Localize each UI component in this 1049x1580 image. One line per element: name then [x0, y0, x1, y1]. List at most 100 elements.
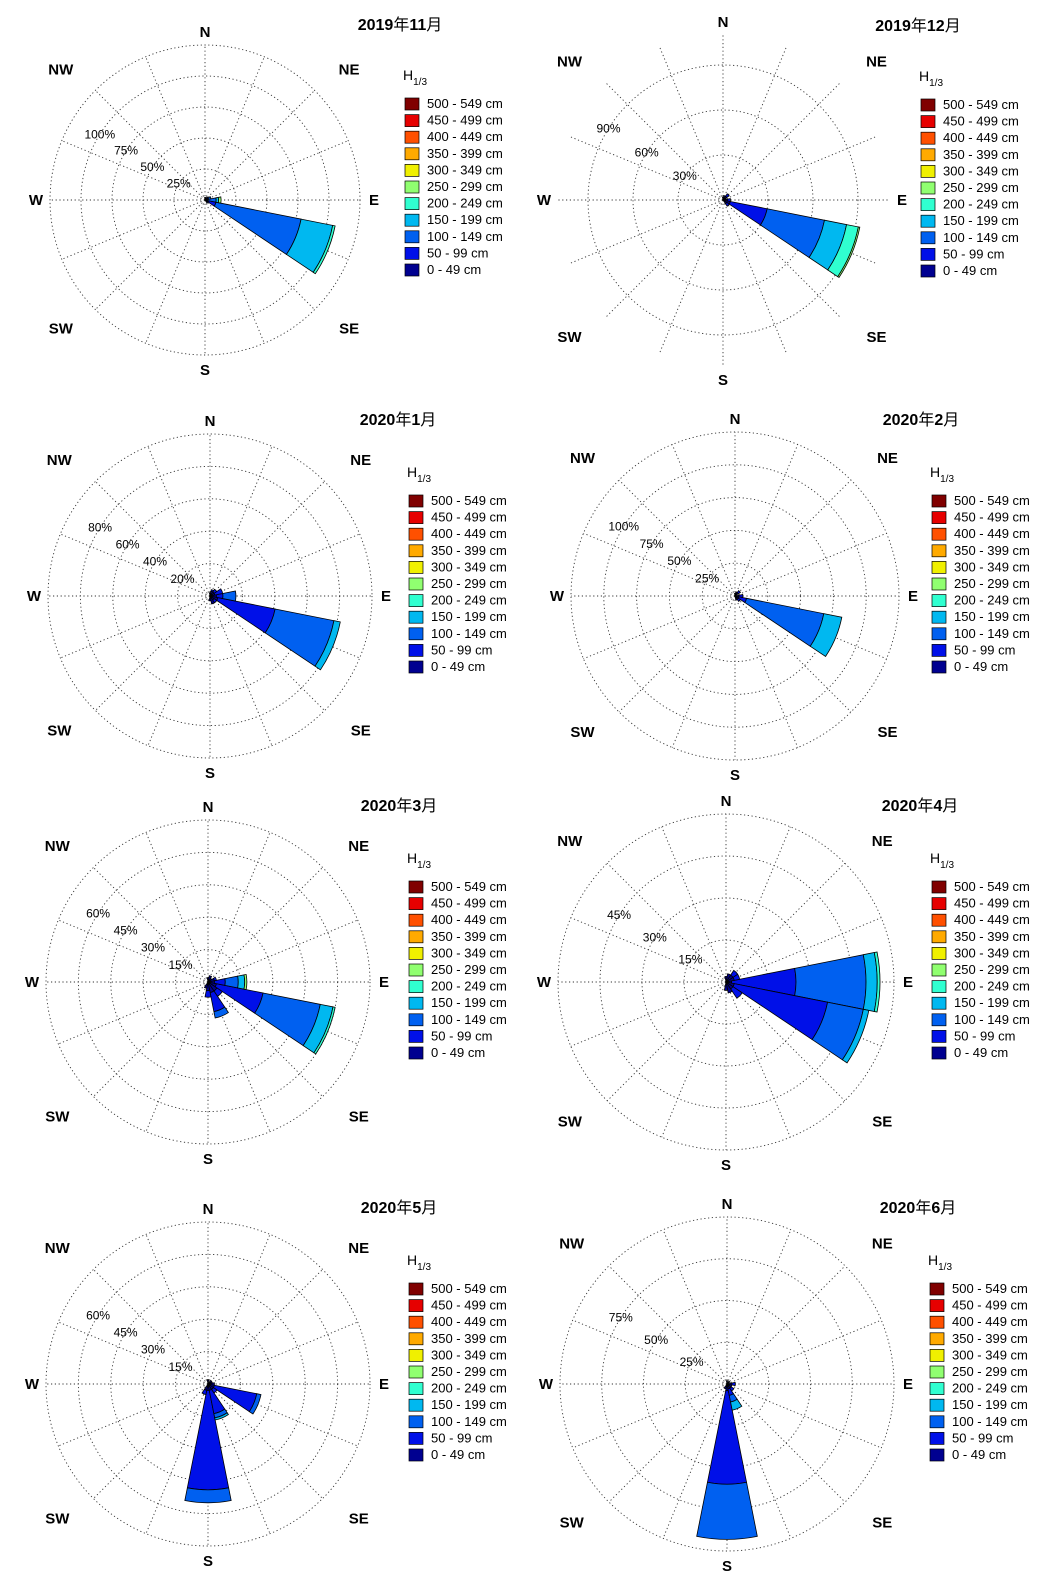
legend-swatch — [931, 627, 947, 641]
ring-label: 75% — [640, 537, 664, 551]
ring-label: 30% — [141, 1343, 165, 1357]
legend-label: 250 - 299 cm — [954, 576, 1030, 591]
grid-spoke — [734, 444, 799, 597]
compass-label-ne: NE — [866, 53, 887, 70]
legend-swatch — [931, 930, 947, 944]
rose-segment — [206, 977, 210, 983]
legend-swatch — [408, 610, 424, 624]
legend-label: 100 - 149 cm — [427, 229, 503, 244]
chart-title: 2020年5月 — [361, 1199, 438, 1217]
legend-swatch — [408, 660, 424, 674]
chart-title: 2019年11月 — [358, 16, 443, 34]
compass-label-ne: NE — [339, 61, 360, 78]
grid-spoke — [618, 595, 736, 713]
compass-label-e: E — [379, 1376, 389, 1393]
compass-label-n: N — [721, 793, 732, 810]
rose-segment — [734, 592, 736, 597]
ring-label: 50% — [667, 554, 691, 568]
grid-spoke — [661, 981, 727, 1138]
legend-label: 400 - 449 cm — [943, 130, 1019, 145]
legend-label: 50 - 99 cm — [427, 245, 488, 260]
ring-label: 25% — [167, 177, 191, 191]
grid-ring — [112, 498, 308, 694]
grid-spoke — [734, 532, 887, 597]
rose-segment — [313, 1006, 336, 1055]
grid-spoke — [671, 444, 736, 597]
grid-ring — [45, 819, 371, 1145]
legend-swatch — [929, 1299, 945, 1312]
rose-segment — [725, 1380, 729, 1385]
legend-swatch — [920, 131, 936, 145]
grid-spoke — [722, 47, 787, 201]
legend-label: 400 - 449 cm — [431, 1314, 507, 1329]
compass-label-s: S — [721, 1157, 731, 1174]
compass-label-ne: NE — [348, 838, 369, 855]
legend-label: 350 - 399 cm — [431, 929, 507, 944]
legend-label: 350 - 399 cm — [954, 543, 1030, 558]
legend-swatch — [408, 594, 424, 607]
legend-label: 0 - 49 cm — [954, 659, 1008, 674]
legend-label: 200 - 249 cm — [954, 979, 1030, 994]
compass-label-nw: NW — [47, 452, 73, 469]
compass-label-se: SE — [872, 1114, 892, 1131]
legend-swatch — [408, 930, 424, 944]
legend-label: 300 - 349 cm — [431, 945, 507, 960]
grid-spoke — [145, 1234, 209, 1385]
grid-spoke — [93, 981, 209, 1097]
ring-label: 15% — [168, 958, 192, 972]
legend-label: 450 - 499 cm — [427, 113, 503, 128]
compass-label-n: N — [722, 1196, 733, 1213]
legend-title: H1/3 — [919, 68, 943, 89]
rose-segment — [248, 1393, 262, 1415]
legend-swatch — [408, 1415, 424, 1429]
legend-swatch — [404, 263, 420, 277]
grid-spoke — [661, 826, 727, 983]
compass-label-ne: NE — [872, 1236, 893, 1253]
grid-spoke — [572, 1319, 728, 1385]
grid-spoke — [606, 862, 727, 983]
legend-label: 500 - 549 cm — [431, 879, 507, 894]
legend-swatch — [929, 1415, 945, 1429]
grid-spoke — [207, 1234, 271, 1385]
grid-spoke — [659, 47, 724, 201]
rose-segment — [213, 201, 302, 255]
compass-label-s: S — [203, 1553, 213, 1570]
compass-label-nw: NW — [45, 838, 71, 855]
legend-swatch — [408, 494, 424, 508]
legend-label: 250 - 299 cm — [954, 962, 1030, 977]
compass-label-e: E — [897, 192, 907, 209]
grid-ring — [587, 64, 859, 336]
grid-spoke — [95, 595, 211, 711]
compass-label-n: N — [730, 411, 741, 428]
compass-label-e: E — [381, 588, 391, 605]
ring-label: 75% — [114, 144, 138, 158]
grid-spoke — [145, 832, 209, 983]
legend-label: 450 - 499 cm — [943, 114, 1019, 129]
compass-label-n: N — [200, 24, 211, 41]
legend-label: 250 - 299 cm — [427, 179, 503, 194]
legend-swatch — [929, 1349, 945, 1362]
grid-spoke — [209, 595, 325, 711]
compass-label-sw: SW — [570, 724, 595, 741]
grid-spoke — [734, 479, 852, 597]
legend-swatch — [408, 1282, 424, 1296]
legend-swatch — [404, 114, 420, 127]
chart-title: 2020年6月 — [880, 1199, 957, 1217]
legend-swatch — [931, 544, 947, 558]
rose-segment — [237, 974, 246, 990]
compass-label-w: W — [550, 588, 565, 605]
legend-swatch — [408, 1432, 424, 1445]
legend-label: 450 - 499 cm — [952, 1298, 1028, 1313]
legend-title: H1/3 — [407, 1252, 431, 1273]
grid-spoke — [207, 1383, 323, 1499]
grid-spoke — [209, 595, 273, 746]
compass-label-nw: NW — [48, 61, 74, 78]
legend-label: 350 - 399 cm — [427, 146, 503, 161]
compass-label-e: E — [369, 192, 379, 209]
grid-spoke — [93, 867, 209, 983]
legend-swatch — [408, 1046, 424, 1060]
grid-spoke — [207, 832, 271, 983]
